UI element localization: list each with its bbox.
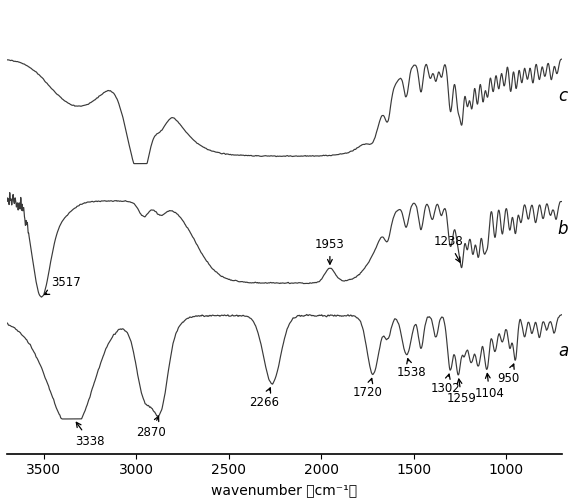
Text: 1238: 1238 <box>434 235 464 262</box>
X-axis label: wavenumber （cm⁻¹）: wavenumber （cm⁻¹） <box>211 483 357 497</box>
Text: a: a <box>558 342 568 360</box>
Text: 1302: 1302 <box>430 374 460 395</box>
Text: 1104: 1104 <box>475 373 505 400</box>
Text: 1259: 1259 <box>447 379 477 405</box>
Text: 2266: 2266 <box>249 388 279 409</box>
Text: 3338: 3338 <box>75 422 105 448</box>
Text: 1538: 1538 <box>397 359 427 379</box>
Text: c: c <box>558 87 567 105</box>
Text: b: b <box>558 220 569 238</box>
Text: 1953: 1953 <box>315 238 345 264</box>
Text: 2870: 2870 <box>137 416 166 438</box>
Text: 1720: 1720 <box>353 379 382 399</box>
Text: 3517: 3517 <box>44 276 81 294</box>
Text: 950: 950 <box>497 364 519 385</box>
